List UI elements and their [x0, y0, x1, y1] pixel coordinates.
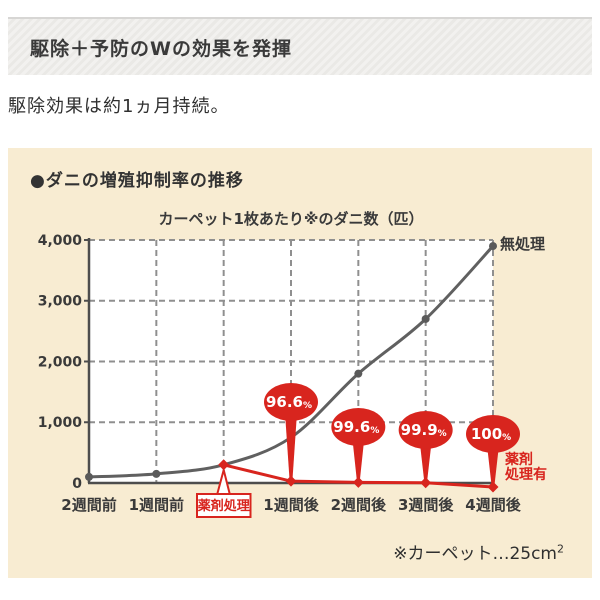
footnote-superscript: 2: [557, 542, 564, 556]
untreated-series-label: 無処理: [500, 235, 545, 253]
rate-balloon-text: 100%: [471, 425, 511, 443]
rate-balloon: [264, 383, 318, 421]
panel-heading: ●ダニの増殖抑制率の推移: [30, 171, 244, 191]
balloon-pointer: [419, 441, 432, 481]
ytick-0: 0: [72, 476, 82, 492]
balloon-pointer: [487, 445, 499, 485]
ytick-2000: 2,000: [38, 355, 83, 371]
untreated-point: [489, 242, 497, 251]
treated-point: [285, 475, 297, 487]
treated-point: [352, 476, 364, 488]
treated-series-label-line1: 薬剤: [505, 451, 533, 468]
rate-balloon: [398, 411, 453, 449]
ytick-3000: 3,000: [38, 294, 83, 310]
treatment-box-pointer: [216, 466, 231, 496]
ytick-4000: 4,000: [38, 233, 83, 249]
rate-balloon-text: 96.6%: [266, 393, 312, 411]
ytick-1000: 1,000: [38, 415, 83, 431]
xlabel-2weeks-before: 2週間前: [61, 496, 116, 514]
chart-title: カーペット1枚あたり※のダニ数（匹）: [158, 210, 423, 228]
untreated-point: [85, 472, 93, 481]
subtitle-text: 駆除効果は約1ヵ月持続。: [8, 96, 230, 117]
xlabel-1week-before: 1週間前: [129, 496, 184, 514]
section-title: 駆除＋予防のWの効果を発揮: [30, 37, 292, 60]
section-header-bar: 駆除＋予防のWの効果を発揮: [8, 17, 592, 75]
xlabel-2weeks-after: 2週間後: [331, 496, 387, 514]
rate-balloon-text: 99.9%: [401, 421, 447, 439]
xlabel-1week-after: 1週間後: [263, 496, 319, 514]
xlabel-3weeks-after: 3週間後: [398, 496, 454, 514]
treated-point: [218, 459, 230, 471]
treatment-label: 薬剤処理: [197, 498, 250, 514]
rate-balloon: [466, 415, 520, 453]
untreated-point: [354, 369, 363, 378]
mite-count-chart: 96.6% 99.6% 99.9% 100% カーペット1枚あたり※のダニ数（匹） 4…: [38, 210, 547, 518]
rate-balloon: [331, 408, 386, 446]
footnote-text: ※カーペット…25cm: [393, 544, 557, 564]
chart-footnote: ※カーペット…25cm2: [393, 539, 564, 564]
treated-point: [487, 481, 499, 493]
treatment-label-box: [196, 493, 252, 518]
treated-point: [420, 477, 432, 489]
xlabel-4weeks-after: 4週間後: [465, 496, 521, 514]
untreated-point: [421, 314, 430, 323]
balloon-pointer: [285, 413, 297, 480]
balloon-pointer: [352, 438, 365, 481]
untreated-point: [152, 469, 161, 478]
rate-balloon-text: 99.6%: [333, 418, 379, 436]
treated-series-label-line2: 処理有: [504, 466, 547, 483]
chart-series-layer: 96.6% 99.6% 99.9% 100%: [84, 238, 520, 493]
chart-panel: ●ダニの増殖抑制率の推移 96.6% 99.6% 99.9% 100% カーペット1枚…: [8, 148, 592, 578]
